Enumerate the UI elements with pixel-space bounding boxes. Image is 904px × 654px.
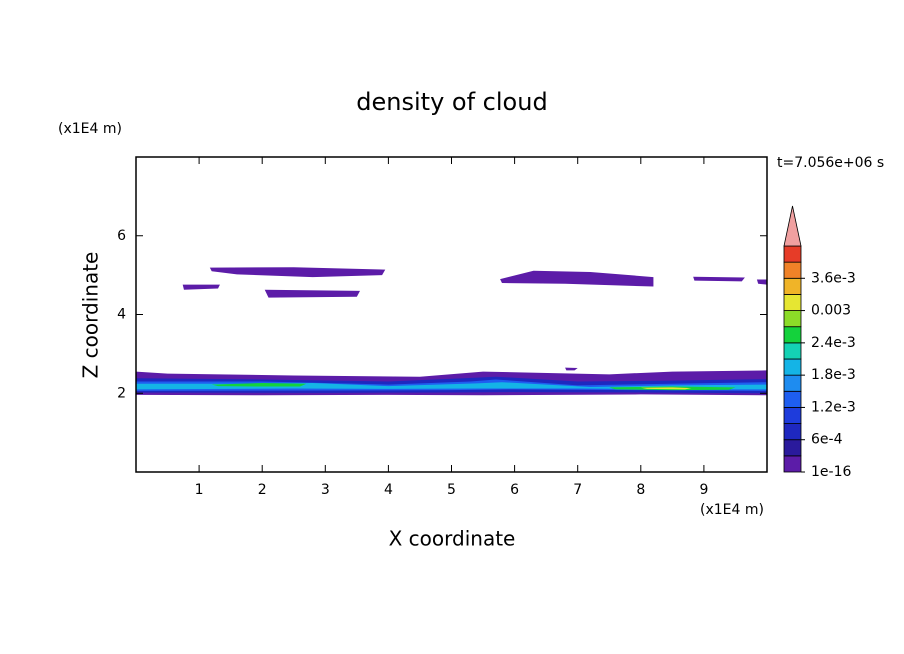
x-tick-label: 7 xyxy=(573,482,582,498)
contour-region xyxy=(211,383,307,387)
colorbar-bin xyxy=(783,407,802,424)
y-axis-label: Z coordinate xyxy=(79,252,103,379)
contour-region xyxy=(209,267,386,278)
colorbar-bin xyxy=(783,294,802,311)
colorbar-bin xyxy=(783,342,802,360)
colorbar-bin xyxy=(783,455,802,473)
x-tick-label: 1 xyxy=(195,482,204,498)
colorbar-extend xyxy=(783,205,802,247)
colorbar-bin xyxy=(783,245,802,263)
colorbar-label: 1.8e-3 xyxy=(811,367,856,383)
plot-frame xyxy=(135,156,768,473)
x-tick-label: 8 xyxy=(636,482,645,498)
x-unit: (x1E4 m) xyxy=(700,502,764,518)
x-tick-label: 4 xyxy=(384,482,393,498)
chart-title: density of cloud xyxy=(356,88,547,116)
y-tick-label: 4 xyxy=(117,307,126,323)
colorbar-label: 2.4e-3 xyxy=(811,335,856,351)
contour-region xyxy=(182,284,220,290)
colorbar-bin xyxy=(783,326,802,344)
contour-region xyxy=(264,289,361,298)
y-tick-label: 6 xyxy=(117,228,126,244)
contour-region xyxy=(500,270,654,287)
plot-area xyxy=(136,267,767,396)
colorbar-bin xyxy=(783,423,802,441)
y-unit: (x1E4 m) xyxy=(58,121,122,137)
y-tick-label: 2 xyxy=(117,385,126,401)
colorbar-bin xyxy=(783,310,802,328)
contour-region xyxy=(565,367,578,371)
colorbar-bin xyxy=(783,439,802,457)
colorbar-bin xyxy=(783,374,802,392)
x-axis-label: X coordinate xyxy=(389,527,516,551)
x-tick-label: 3 xyxy=(321,482,330,498)
colorbar-bin xyxy=(783,358,802,376)
x-tick-label: 6 xyxy=(510,482,519,498)
contour-region xyxy=(693,276,745,282)
time-label: t=7.056e+06 s xyxy=(777,155,884,171)
colorbar-label: 1e-16 xyxy=(811,464,851,480)
colorbar-label: 6e-4 xyxy=(811,432,843,448)
colorbar-label: 1.2e-3 xyxy=(811,399,856,415)
x-tick-label: 5 xyxy=(447,482,456,498)
contour-region xyxy=(640,387,692,390)
colorbar-bin xyxy=(783,277,802,295)
colorbar-label: 3.6e-3 xyxy=(811,270,856,286)
colorbar-bin xyxy=(783,261,802,279)
contour-region xyxy=(756,279,767,285)
x-tick-label: 9 xyxy=(699,482,708,498)
colorbar-bin xyxy=(783,390,802,408)
colorbar-label: 0.003 xyxy=(811,303,851,319)
x-tick-label: 2 xyxy=(258,482,267,498)
